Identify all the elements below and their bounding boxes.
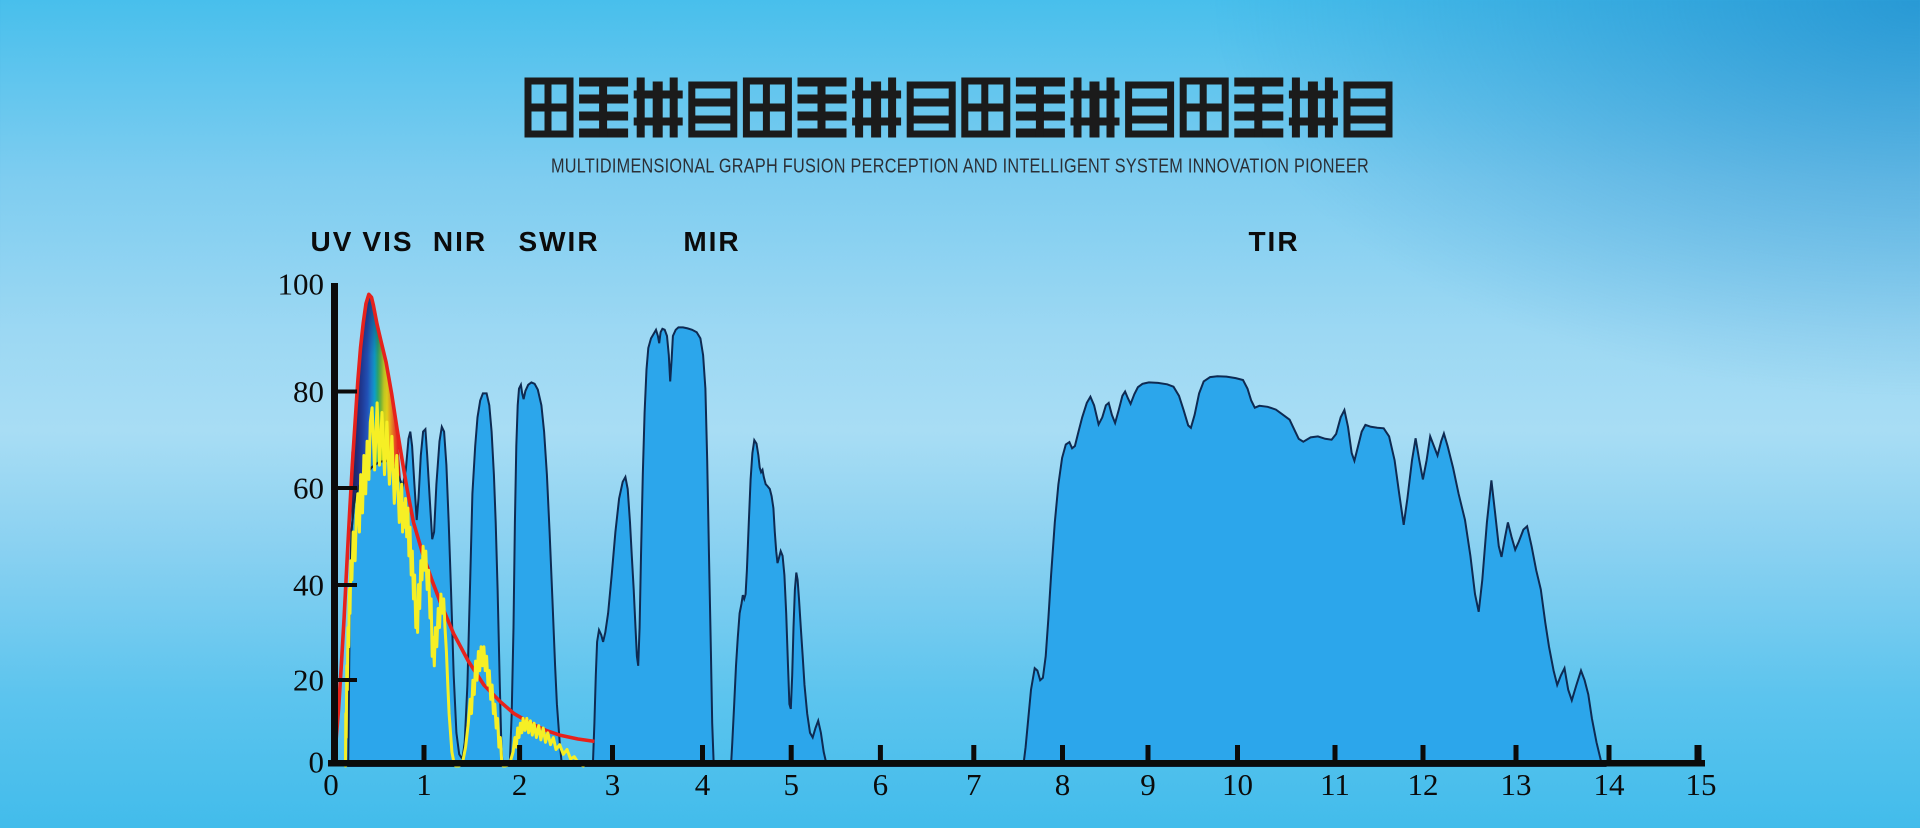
svg-text:60: 60	[293, 471, 324, 506]
svg-text:10: 10	[1222, 767, 1253, 802]
svg-text:0: 0	[323, 767, 339, 802]
svg-text:12: 12	[1408, 767, 1439, 802]
svg-text:13: 13	[1501, 767, 1532, 802]
svg-text:5: 5	[783, 767, 799, 802]
svg-text:3: 3	[605, 767, 621, 802]
svg-text:TIR: TIR	[1248, 226, 1299, 257]
svg-text:9: 9	[1140, 767, 1156, 802]
svg-text:11: 11	[1320, 767, 1350, 802]
svg-text:15: 15	[1686, 767, 1717, 802]
svg-text:NIR: NIR	[433, 226, 487, 257]
svg-text:0: 0	[309, 745, 325, 780]
svg-text:100: 100	[278, 267, 325, 302]
svg-text:SWIR: SWIR	[518, 226, 599, 257]
svg-text:6: 6	[873, 767, 889, 802]
svg-text:1: 1	[416, 767, 432, 802]
svg-text:8: 8	[1055, 767, 1071, 802]
svg-text:7: 7	[966, 767, 982, 802]
svg-text:UV: UV	[311, 226, 354, 257]
svg-text:MULTIDIMENSIONAL GRAPH FUSION: MULTIDIMENSIONAL GRAPH FUSION PERCEPTION…	[551, 155, 1369, 178]
svg-text:MIR: MIR	[683, 226, 740, 257]
svg-text:14: 14	[1594, 767, 1626, 802]
svg-text:40: 40	[293, 568, 324, 603]
svg-text:2: 2	[512, 767, 528, 802]
svg-text:VIS: VIS	[362, 226, 413, 257]
svg-text:4: 4	[695, 767, 711, 802]
svg-text:80: 80	[293, 374, 324, 409]
svg-text:20: 20	[293, 663, 324, 698]
